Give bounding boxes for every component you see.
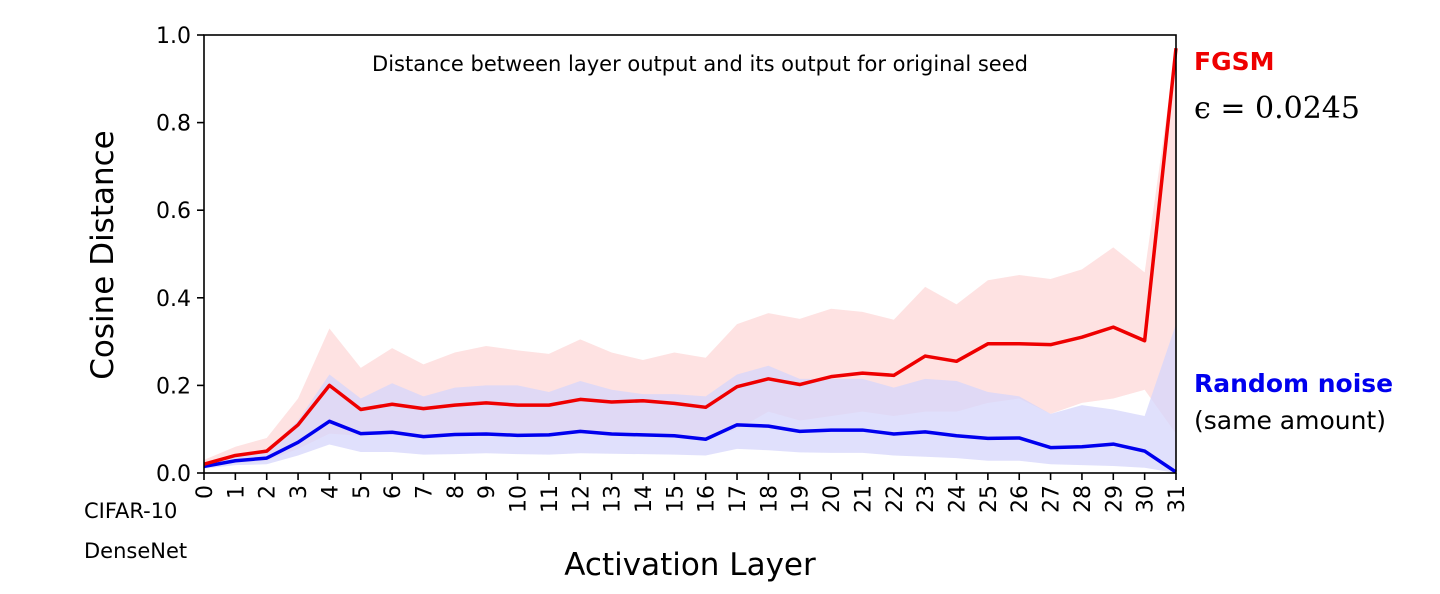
x-tick-label: 16 — [695, 485, 720, 513]
x-tick-label: 1 — [224, 485, 249, 499]
x-tick-label: 0 — [193, 485, 218, 499]
plot-frame — [203, 34, 1177, 474]
y-tick-labels: 0.0 0.2 0.4 0.6 0.8 1.0 — [156, 24, 191, 487]
x-tick-label: 18 — [757, 485, 782, 513]
x-tick-label: 10 — [507, 485, 532, 513]
x-tick-label: 17 — [726, 485, 751, 513]
legend-fgsm-epsilon: ϵ = 0.0245 — [1194, 91, 1360, 126]
x-tick-label: 14 — [632, 485, 657, 513]
x-tick-label: 4 — [318, 485, 343, 499]
x-tick-label: 20 — [820, 485, 845, 513]
x-axis-title: Activation Layer — [564, 547, 816, 583]
dataset-label-line2: DenseNet — [84, 539, 187, 563]
x-tick-label: 12 — [569, 485, 594, 513]
band-fgsm — [204, 48, 1176, 468]
dataset-label-line1: CIFAR-10 — [84, 499, 177, 523]
y-tick-label: 1.0 — [156, 24, 191, 49]
x-tick-label: 13 — [601, 485, 626, 513]
y-axis-title: Cosine Distance — [85, 130, 121, 380]
x-tick-label: 7 — [412, 485, 437, 499]
x-tick-label: 21 — [851, 485, 876, 513]
y-tick-label: 0.2 — [156, 374, 191, 399]
x-tick-label: 23 — [914, 485, 939, 513]
y-tick-label: 0.8 — [156, 112, 191, 137]
x-tick-label: 5 — [350, 485, 375, 499]
legend-random-noise-name: Random noise — [1194, 369, 1393, 398]
x-tick-label: 19 — [789, 485, 814, 513]
confidence-bands — [204, 48, 1176, 473]
x-tick-label: 6 — [381, 485, 406, 499]
chart-title: Distance between layer output and its ou… — [372, 52, 1028, 76]
x-tick-label: 26 — [1008, 485, 1033, 513]
x-tick-label: 11 — [538, 485, 563, 513]
x-tick-label: 30 — [1134, 485, 1159, 513]
y-tick-label: 0.0 — [156, 462, 191, 487]
series-lines — [203, 47, 1178, 474]
x-tick-label: 25 — [977, 485, 1002, 513]
axes — [197, 34, 1177, 480]
x-tick-label: 27 — [1040, 485, 1065, 513]
x-tick-label: 31 — [1165, 485, 1190, 513]
x-tick-label: 29 — [1102, 485, 1127, 513]
x-tick-label: 8 — [444, 485, 469, 499]
x-tick-label: 3 — [287, 485, 312, 499]
x-tick-label: 2 — [256, 485, 281, 499]
x-tick-label: 9 — [475, 485, 500, 499]
y-tick-label: 0.6 — [156, 199, 191, 224]
x-tick-labels: 0 1 2 3 4 5 6 7 8 9 10 11 12 13 14 15 16 17 18 19 20 21 22 23 24… — [193, 485, 1190, 513]
x-tick-label: 15 — [663, 485, 688, 513]
y-tick-label: 0.4 — [156, 287, 191, 312]
x-tick-label: 22 — [883, 485, 908, 513]
x-tick-label: 24 — [946, 485, 971, 513]
x-tick-label: 28 — [1071, 485, 1096, 513]
legend-random-noise-subtitle: (same amount) — [1194, 406, 1386, 435]
legend-fgsm-name: FGSM — [1194, 47, 1274, 76]
line-fgsm — [203, 47, 1178, 466]
line-random-noise — [203, 419, 1177, 474]
